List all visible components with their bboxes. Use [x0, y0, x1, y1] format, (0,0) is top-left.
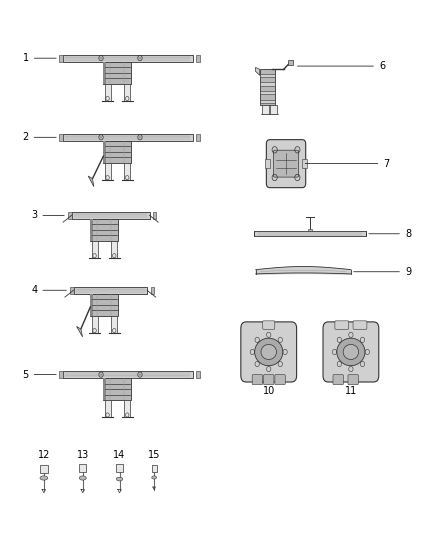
FancyBboxPatch shape: [260, 100, 275, 103]
Bar: [68, 212, 72, 219]
FancyBboxPatch shape: [241, 322, 297, 382]
Text: 3: 3: [31, 211, 64, 220]
Circle shape: [139, 136, 141, 139]
Text: 2: 2: [22, 132, 56, 142]
FancyBboxPatch shape: [323, 322, 379, 382]
FancyBboxPatch shape: [266, 140, 306, 188]
FancyBboxPatch shape: [39, 465, 48, 473]
Circle shape: [100, 374, 102, 376]
Text: 6: 6: [297, 61, 385, 71]
Bar: [60, 55, 63, 62]
Bar: [111, 316, 117, 333]
Text: 14: 14: [113, 450, 126, 460]
Bar: [265, 159, 270, 168]
Ellipse shape: [40, 476, 48, 480]
Bar: [151, 287, 154, 294]
Bar: [270, 105, 277, 115]
Ellipse shape: [254, 338, 283, 366]
Bar: [196, 371, 200, 378]
Text: 1: 1: [23, 53, 56, 63]
FancyBboxPatch shape: [152, 465, 157, 472]
Bar: [90, 294, 93, 316]
Bar: [103, 378, 106, 400]
Circle shape: [139, 374, 141, 376]
FancyBboxPatch shape: [260, 74, 275, 77]
Bar: [302, 159, 307, 168]
Bar: [308, 229, 311, 231]
Bar: [153, 212, 156, 219]
FancyBboxPatch shape: [335, 321, 349, 329]
FancyBboxPatch shape: [275, 375, 285, 385]
Bar: [92, 241, 98, 258]
Bar: [60, 134, 63, 141]
Bar: [90, 219, 93, 241]
Bar: [103, 141, 106, 163]
FancyBboxPatch shape: [103, 378, 131, 400]
Bar: [60, 371, 63, 378]
Ellipse shape: [261, 344, 276, 360]
Bar: [105, 400, 110, 417]
FancyBboxPatch shape: [90, 294, 118, 316]
Text: 10: 10: [263, 386, 275, 396]
Circle shape: [139, 57, 141, 59]
Ellipse shape: [152, 476, 156, 479]
Text: 11: 11: [345, 386, 357, 396]
Text: 8: 8: [369, 229, 411, 239]
FancyBboxPatch shape: [254, 231, 366, 236]
Bar: [196, 134, 200, 141]
Ellipse shape: [117, 477, 123, 481]
FancyBboxPatch shape: [79, 464, 86, 472]
Polygon shape: [74, 287, 147, 294]
FancyBboxPatch shape: [263, 321, 275, 329]
FancyBboxPatch shape: [348, 375, 358, 385]
Polygon shape: [63, 134, 193, 141]
Text: 5: 5: [22, 369, 56, 379]
Bar: [262, 105, 269, 115]
Bar: [70, 287, 74, 294]
FancyBboxPatch shape: [90, 219, 118, 241]
FancyBboxPatch shape: [264, 375, 274, 385]
FancyBboxPatch shape: [252, 375, 262, 385]
Bar: [105, 84, 110, 101]
Circle shape: [100, 57, 102, 59]
Ellipse shape: [337, 338, 365, 366]
Bar: [288, 60, 293, 66]
FancyBboxPatch shape: [116, 464, 124, 472]
FancyBboxPatch shape: [103, 62, 131, 84]
Polygon shape: [63, 371, 193, 378]
Bar: [124, 163, 130, 180]
Polygon shape: [255, 67, 260, 75]
FancyBboxPatch shape: [103, 141, 131, 163]
Polygon shape: [63, 55, 193, 62]
FancyBboxPatch shape: [273, 150, 299, 177]
Text: 13: 13: [77, 450, 89, 460]
Text: 9: 9: [353, 267, 411, 277]
Text: 15: 15: [148, 450, 160, 460]
Bar: [124, 400, 130, 417]
Polygon shape: [88, 176, 94, 187]
Text: 7: 7: [305, 159, 389, 168]
Bar: [92, 316, 98, 333]
Bar: [111, 241, 117, 258]
Polygon shape: [77, 326, 83, 337]
FancyBboxPatch shape: [260, 83, 275, 86]
Circle shape: [100, 136, 102, 139]
Ellipse shape: [343, 344, 359, 360]
Bar: [103, 62, 106, 84]
Bar: [105, 163, 110, 180]
FancyBboxPatch shape: [333, 375, 343, 385]
Bar: [196, 55, 200, 62]
Bar: [124, 84, 130, 101]
FancyBboxPatch shape: [353, 321, 367, 329]
Polygon shape: [72, 212, 149, 219]
FancyBboxPatch shape: [260, 91, 275, 94]
Ellipse shape: [79, 476, 86, 480]
FancyBboxPatch shape: [260, 69, 275, 105]
Text: 4: 4: [31, 285, 66, 295]
Text: 12: 12: [38, 450, 50, 460]
